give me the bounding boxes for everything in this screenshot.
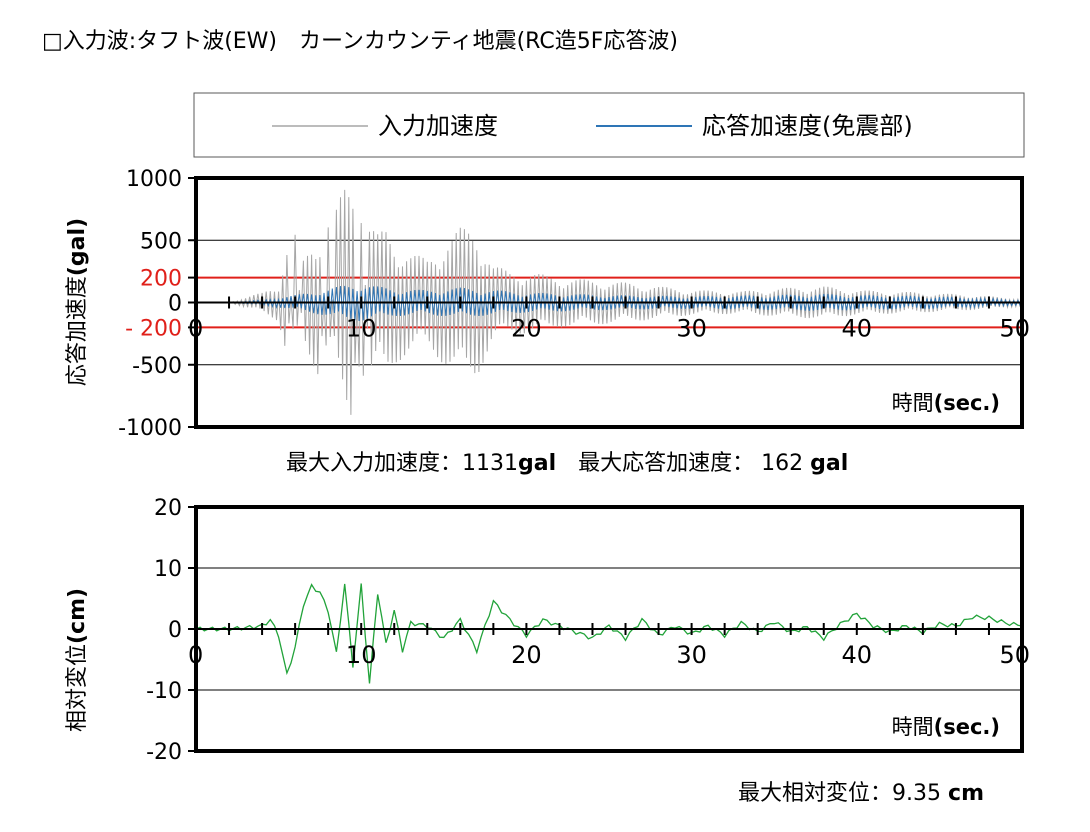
max-acceleration-annotation: 最大入力加速度：1131gal 最大応答加速度： 162 gal [286, 451, 848, 476]
x-tick-label: 10 [346, 315, 377, 343]
max-displacement-annotation: 最大相対変位：9.35 cm [738, 781, 984, 806]
y-tick-label: -500 [132, 354, 182, 379]
acceleration-x-axis-label: 時間(sec.) [892, 391, 1000, 415]
y-tick-label: 0 [168, 292, 182, 317]
x-tick-label: 10 [346, 641, 377, 669]
x-tick-label: 50 [999, 315, 1030, 343]
acceleration-y-axis-label: 応答加速度(gal) [65, 218, 90, 386]
page-title: □入力波:タフト波(EW) カーンカウンティ地震(RC造5F応答波) [42, 29, 678, 54]
x-tick-label: 20 [511, 315, 542, 343]
displacement-x-axis-label: 時間(sec.) [892, 715, 1000, 739]
x-tick-label: 0 [188, 315, 203, 343]
legend-label-response: 応答加速度(免震部) [702, 112, 913, 140]
legend-label-input: 入力加速度 [378, 112, 498, 140]
y-tick-label: 0 [168, 618, 182, 643]
displacement-y-axis-label: 相対変位(cm) [65, 588, 90, 732]
y-tick-label: 200 [140, 267, 182, 292]
y-tick-label: -1000 [118, 416, 182, 441]
y-tick-label: - 200 [125, 316, 182, 341]
x-tick-label: 30 [676, 641, 707, 669]
x-tick-label: 0 [188, 641, 203, 669]
x-tick-label: 40 [842, 641, 873, 669]
series-line-1 [196, 285, 1023, 322]
series-line-0 [195, 583, 1023, 684]
x-tick-label: 20 [511, 641, 542, 669]
y-tick-label: 1000 [126, 167, 182, 192]
y-tick-label: 20 [154, 496, 182, 521]
x-tick-label: 30 [676, 315, 707, 343]
x-tick-label: 40 [842, 315, 873, 343]
y-tick-label: -20 [146, 740, 182, 765]
y-tick-label: 500 [140, 229, 182, 254]
legend: 入力加速度 応答加速度(免震部) [193, 92, 1025, 158]
y-tick-label: 10 [154, 557, 182, 582]
x-tick-label: 50 [999, 641, 1030, 669]
y-tick-label: -10 [146, 679, 182, 704]
